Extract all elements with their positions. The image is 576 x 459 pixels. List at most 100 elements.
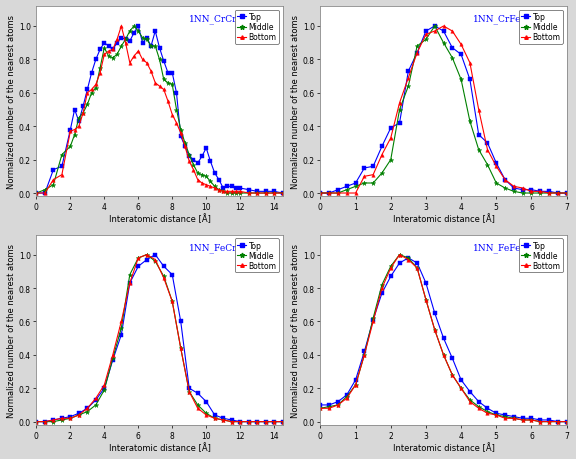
Middle [528, 191, 535, 196]
Top [502, 178, 509, 183]
Middle [207, 179, 214, 185]
Line: Top: Top [35, 25, 285, 196]
Middle [88, 91, 95, 96]
Top [181, 144, 188, 150]
Line: Middle: Middle [34, 252, 285, 424]
Top [335, 188, 342, 193]
Bottom [271, 419, 278, 425]
Middle [563, 191, 570, 196]
Top [194, 391, 201, 396]
Bottom [177, 346, 184, 351]
Middle [152, 259, 159, 264]
Top [449, 46, 456, 51]
Middle [449, 372, 456, 378]
Top [219, 186, 226, 191]
Top [75, 119, 82, 125]
Bottom [537, 189, 544, 195]
Bottom [169, 299, 176, 304]
Middle [537, 419, 544, 425]
Middle [467, 397, 473, 403]
Top [493, 161, 500, 166]
Middle [405, 84, 412, 90]
Top [207, 159, 214, 165]
Bottom [177, 131, 184, 136]
Middle [58, 152, 65, 158]
Middle [467, 119, 473, 125]
Middle [194, 402, 201, 408]
Bottom [131, 54, 138, 60]
Bottom [118, 319, 125, 325]
Middle [219, 189, 226, 195]
Middle [181, 141, 188, 146]
Bottom [79, 111, 86, 116]
Middle [502, 414, 509, 420]
Middle [326, 191, 333, 196]
Top [165, 71, 172, 76]
Top [84, 406, 91, 411]
Middle [343, 394, 350, 399]
Bottom [458, 386, 465, 391]
Bottom [475, 406, 482, 411]
Top [71, 107, 78, 113]
Middle [152, 44, 159, 50]
Bottom [405, 76, 412, 81]
Top [143, 36, 150, 41]
Top [101, 386, 108, 391]
Middle [326, 404, 333, 409]
Top [105, 44, 112, 50]
Bottom [335, 402, 342, 408]
Y-axis label: Normalized number of the nearest atoms: Normalized number of the nearest atoms [291, 15, 300, 189]
Middle [143, 38, 150, 43]
Line: Bottom: Bottom [319, 25, 569, 196]
Bottom [109, 353, 116, 358]
Bottom [510, 184, 517, 190]
Bottom [190, 168, 197, 173]
Bottom [537, 419, 544, 425]
Bottom [92, 396, 99, 401]
Text: 1NN_FeCr: 1NN_FeCr [189, 243, 237, 252]
Text: 1NN_CrFe: 1NN_CrFe [473, 15, 521, 24]
Middle [262, 419, 269, 425]
Y-axis label: Normalized number of the nearest atoms: Normalized number of the nearest atoms [291, 243, 300, 417]
Middle [554, 419, 561, 425]
Bottom [343, 191, 350, 196]
Bottom [279, 191, 286, 196]
Bottom [118, 24, 125, 30]
Middle [335, 191, 342, 196]
Bottom [207, 184, 214, 190]
Top [135, 264, 142, 269]
Middle [126, 272, 133, 278]
Top [475, 133, 482, 138]
Middle [378, 282, 385, 288]
Bottom [262, 419, 269, 425]
Bottom [58, 173, 65, 178]
Middle [33, 419, 40, 425]
Middle [109, 356, 116, 361]
Middle [67, 416, 74, 421]
Middle [475, 404, 482, 409]
Middle [493, 412, 500, 418]
X-axis label: Interatomic distance [Å]: Interatomic distance [Å] [393, 442, 494, 452]
Bottom [519, 186, 526, 191]
Middle [537, 191, 544, 196]
Bottom [173, 121, 180, 126]
Top [160, 59, 167, 65]
Top [160, 264, 167, 269]
Middle [545, 419, 552, 425]
Middle [105, 54, 112, 60]
Bottom [387, 136, 394, 141]
Top [467, 389, 473, 394]
Top [519, 416, 526, 421]
Top [378, 291, 385, 296]
Bottom [67, 129, 74, 134]
Top [422, 280, 429, 286]
Middle [84, 409, 91, 414]
Top [228, 417, 235, 423]
Middle [396, 252, 403, 258]
Top [563, 191, 570, 196]
Bottom [50, 178, 57, 183]
Top [387, 274, 394, 280]
Middle [405, 256, 412, 261]
Top [109, 48, 116, 53]
Top [50, 168, 57, 173]
